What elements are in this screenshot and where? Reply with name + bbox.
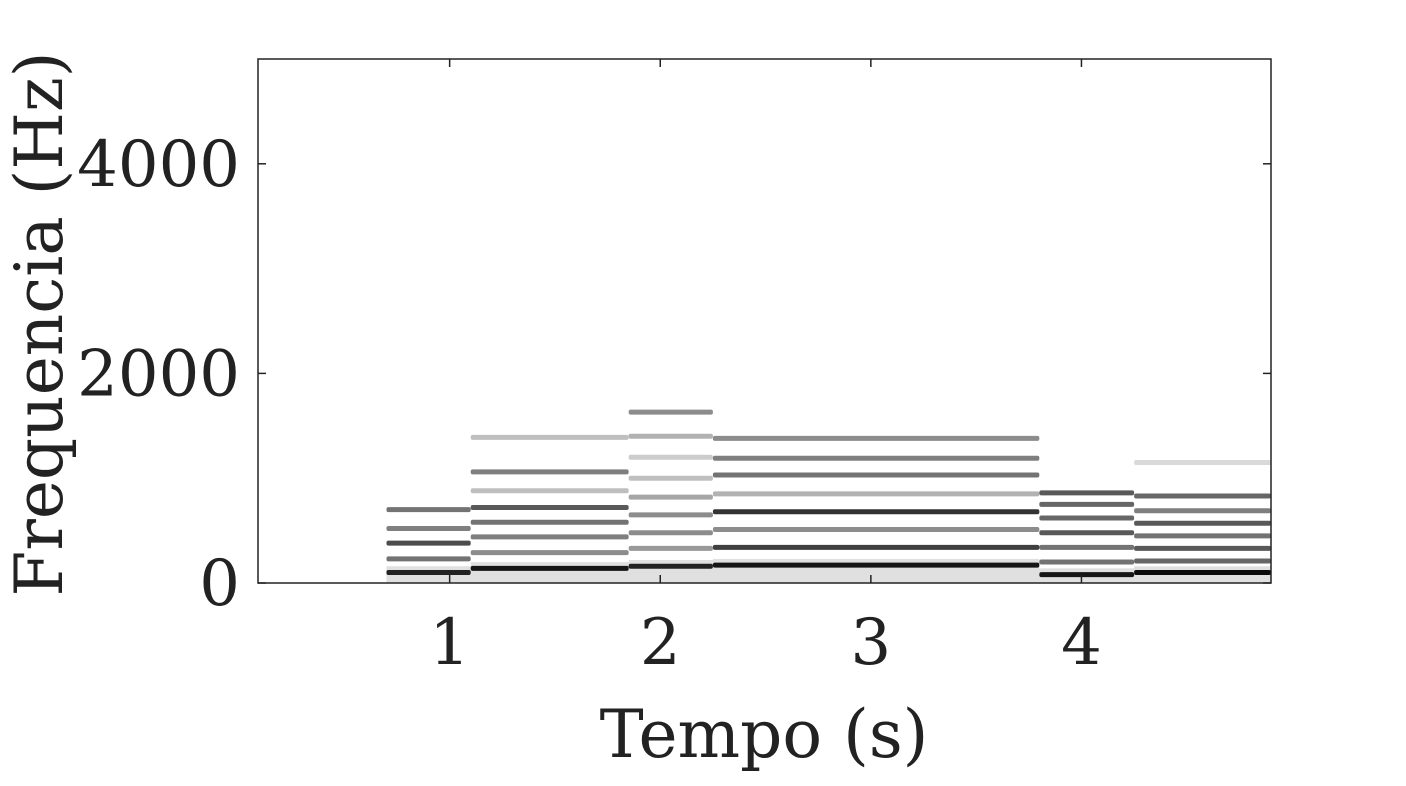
harmonic-band bbox=[386, 540, 471, 546]
harmonic-band bbox=[628, 454, 713, 460]
harmonic-band bbox=[628, 563, 713, 569]
harmonic-band bbox=[1039, 490, 1135, 496]
x-tick-label: 3 bbox=[850, 606, 891, 680]
x-tick-label: 1 bbox=[429, 606, 470, 680]
noise-smear bbox=[470, 562, 629, 583]
harmonic-band bbox=[386, 570, 471, 576]
harmonic-band bbox=[628, 494, 713, 500]
harmonic-band bbox=[386, 507, 471, 513]
harmonic-band bbox=[470, 488, 629, 494]
y-axis-label: Frequencia (Hz) bbox=[1, 52, 78, 597]
harmonic-band bbox=[1134, 533, 1271, 539]
harmonic-band bbox=[628, 512, 713, 518]
harmonic-band bbox=[712, 491, 1040, 497]
spectrogram-bands bbox=[386, 409, 1271, 583]
harmonic-band bbox=[712, 544, 1040, 550]
harmonic-band bbox=[1134, 570, 1271, 576]
harmonic-band bbox=[712, 509, 1040, 515]
harmonic-band bbox=[628, 475, 713, 481]
harmonic-band bbox=[470, 550, 629, 556]
x-tick-label: 4 bbox=[1061, 606, 1102, 680]
plot-area-frame bbox=[257, 58, 1272, 584]
harmonic-band bbox=[1134, 520, 1271, 526]
harmonic-band bbox=[1039, 544, 1135, 550]
harmonic-band bbox=[470, 505, 629, 511]
harmonic-band bbox=[712, 527, 1040, 533]
harmonic-band bbox=[470, 565, 629, 571]
harmonic-band bbox=[470, 434, 629, 440]
harmonic-band bbox=[712, 455, 1040, 461]
harmonic-band bbox=[1039, 559, 1135, 565]
x-axis-label: Tempo (s) bbox=[600, 696, 929, 773]
noise-smear bbox=[712, 558, 1040, 583]
harmonic-band bbox=[470, 519, 629, 525]
harmonic-band bbox=[1039, 530, 1135, 536]
harmonic-band bbox=[628, 409, 713, 415]
harmonic-band bbox=[470, 534, 629, 540]
harmonic-band bbox=[1134, 493, 1271, 499]
axis-ticks: 1 2 3 4 0 2000 4000 bbox=[77, 59, 1271, 680]
harmonic-band bbox=[1134, 558, 1271, 564]
harmonic-band bbox=[712, 435, 1040, 441]
x-tick-label: 2 bbox=[640, 606, 681, 680]
harmonic-band bbox=[628, 530, 713, 536]
harmonic-band bbox=[628, 433, 713, 439]
harmonic-band bbox=[470, 469, 629, 475]
harmonic-band bbox=[712, 472, 1040, 478]
harmonic-band bbox=[1039, 515, 1135, 521]
harmonic-band bbox=[1039, 501, 1135, 507]
harmonic-band bbox=[712, 562, 1040, 568]
noise-smear bbox=[628, 559, 713, 583]
y-tick-label: 4000 bbox=[77, 128, 240, 202]
y-tick-label: 0 bbox=[199, 547, 240, 621]
harmonic-band bbox=[628, 545, 713, 551]
harmonic-band bbox=[1134, 459, 1271, 465]
harmonic-band bbox=[1134, 545, 1271, 551]
y-tick-label: 2000 bbox=[77, 337, 240, 411]
harmonic-band bbox=[386, 556, 471, 562]
harmonic-band bbox=[1039, 572, 1135, 578]
harmonic-band bbox=[1134, 508, 1271, 514]
harmonic-band bbox=[386, 526, 471, 532]
